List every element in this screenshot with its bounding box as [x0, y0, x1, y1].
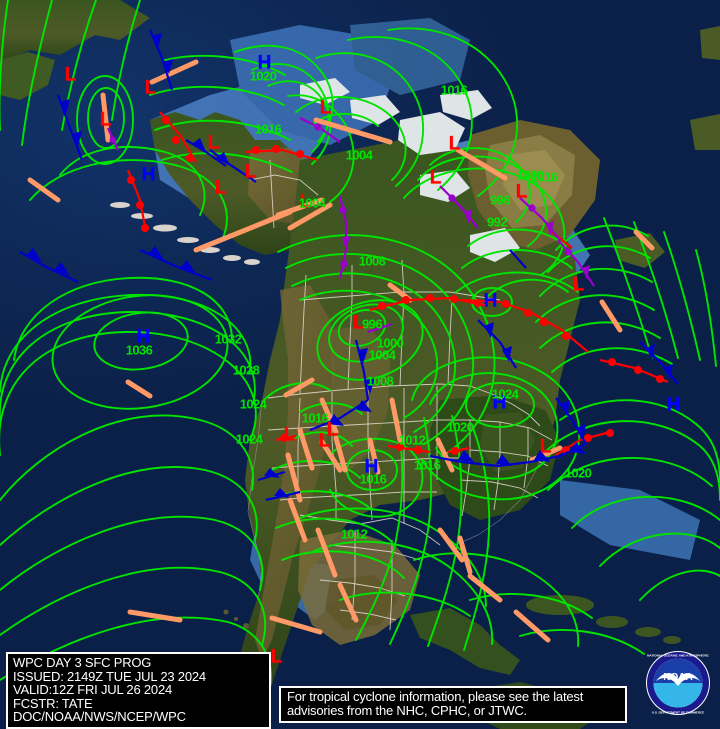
- isobar-label: 1000: [376, 335, 404, 351]
- cyclone-notice-line1: For tropical cyclone information, please…: [287, 689, 584, 704]
- isobar-label: 1020: [249, 68, 277, 84]
- noaa-ring-top-text: NATIONAL OCEANIC AND ATMOSPHERIC: [647, 654, 709, 658]
- low-pressure-yukon[interactable]: L: [244, 161, 257, 183]
- isobar-label: 1012: [340, 526, 368, 542]
- legend-agency: DOC/NOAA/NWS/NCEP/WPC: [13, 709, 186, 725]
- low-pressure-idaho[interactable]: L: [326, 419, 339, 441]
- isobar-label: 992: [487, 214, 507, 230]
- stationary-front: [387, 443, 431, 454]
- low-pressure-labrador[interactable]: L: [572, 274, 585, 296]
- legend-forecaster: FCSTR: TATE: [13, 695, 93, 711]
- isobar-label: 1024: [235, 431, 263, 447]
- high-pressure-great-lakes[interactable]: H: [492, 392, 507, 414]
- warm-fronts: [126, 111, 669, 456]
- isobar-label: 1028: [232, 362, 260, 378]
- isobar-label: 1016: [359, 471, 387, 487]
- low-pressure-alaska-central[interactable]: L: [214, 177, 227, 199]
- isobar-label: 1008: [366, 373, 394, 389]
- isobar-label: 1008: [358, 253, 386, 269]
- isobar-label: 1016: [413, 457, 441, 473]
- low-pressure-legend-marker[interactable]: L: [270, 646, 283, 668]
- low-pressure-montana[interactable]: L: [318, 430, 331, 452]
- noaa-ring-bottom-text: U.S. DEPARTMENT OF COMMERCE: [652, 711, 705, 715]
- cold-fronts: [19, 29, 679, 702]
- isobar-label: 1020: [446, 419, 474, 435]
- trough-lines: [27, 59, 655, 643]
- high-pressure-southwest[interactable]: H: [364, 456, 379, 478]
- isobar-label: 1004: [368, 347, 396, 363]
- high-pressure-alaska[interactable]: H: [141, 164, 156, 186]
- legend-title: WPC DAY 3 SFC PROG: [13, 655, 152, 670]
- isobar-label: 996: [490, 192, 510, 208]
- isobar-label: 1012: [398, 432, 426, 448]
- high-pressure-arctic[interactable]: H: [257, 52, 272, 74]
- isobar-label: 1024: [239, 396, 267, 412]
- isobar-label: 1036: [125, 342, 153, 358]
- low-pressure-baffin[interactable]: L: [429, 167, 442, 189]
- isobar-label: 1000: [516, 167, 544, 183]
- isobar-label: 1024: [491, 386, 519, 402]
- low-pressure-alaska-north[interactable]: L: [207, 132, 220, 154]
- high-pressure-ne-canada[interactable]: H: [483, 290, 498, 312]
- isobar-label: 1032: [214, 331, 242, 347]
- low-pressure-hudson[interactable]: L: [352, 312, 365, 334]
- isobar-label: 1016: [440, 82, 468, 98]
- isobar-label: 1016: [254, 121, 282, 137]
- high-pressure-atlantic[interactable]: H: [666, 394, 681, 416]
- cyclone-notice-line2: advisories from the NHC, CPHC, or JTWC.: [287, 703, 527, 718]
- low-pressure-aleutian[interactable]: L: [144, 77, 157, 99]
- isobar-label: 1020: [564, 465, 592, 481]
- legend-issued: ISSUED: 2149Z TUE JUL 23 2024: [13, 668, 206, 684]
- low-pressure-kamchatka[interactable]: L: [99, 109, 112, 131]
- low-pressure-mid-atlantic[interactable]: L: [539, 436, 552, 458]
- occluded-fronts: [106, 117, 595, 334]
- tropical-cyclone-notice: For tropical cyclone information, please…: [279, 686, 627, 723]
- low-pressure-great-basin[interactable]: L: [283, 424, 296, 446]
- isobar-label: 996: [362, 316, 382, 332]
- legend-valid: VALID:12Z FRI JUL 26 2024: [13, 682, 173, 698]
- isobar-label: 1016: [301, 410, 329, 426]
- low-pressure-nunavut[interactable]: L: [448, 133, 461, 155]
- low-pressure-nwt[interactable]: L: [299, 191, 312, 213]
- noaa-logo-text: NOAA: [663, 672, 692, 683]
- isobar-label: 1016: [530, 169, 558, 185]
- isobar-label: 1004: [345, 147, 373, 163]
- low-pressure-arctic[interactable]: L: [319, 97, 332, 119]
- isobar-label: 1004: [298, 195, 326, 211]
- low-pressure-bering[interactable]: L: [64, 64, 77, 86]
- low-pressure-greenland[interactable]: L: [515, 181, 528, 203]
- high-pressure-pacific[interactable]: H: [136, 326, 151, 348]
- noaa-logo: NOAA NATIONAL OCEANIC AND ATMOSPHERIC U.…: [646, 651, 710, 715]
- product-info-legend: WPC DAY 3 SFC PROG ISSUED: 2149Z TUE JUL…: [6, 652, 271, 729]
